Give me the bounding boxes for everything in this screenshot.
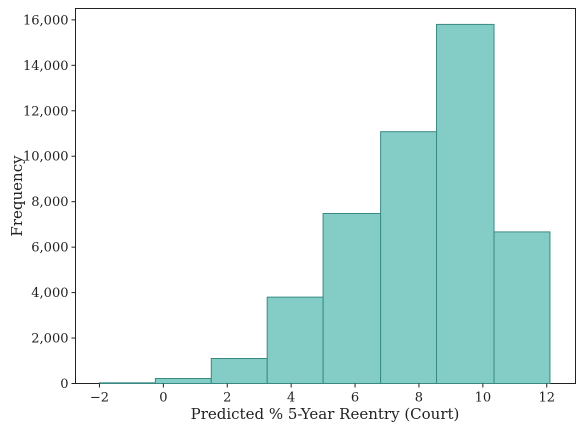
histogram-bar-5 bbox=[380, 131, 438, 384]
x-tick-label: 8 bbox=[415, 391, 423, 406]
y-tick-label: 0 bbox=[60, 377, 68, 392]
histogram-bar-3 bbox=[266, 296, 324, 384]
bars-group bbox=[98, 23, 551, 385]
y-tick-label: 12,000 bbox=[23, 104, 69, 119]
x-axis-label: Predicted % 5-Year Reentry (Court) bbox=[191, 405, 460, 423]
x-tick-label: 6 bbox=[351, 391, 359, 406]
x-tick-label: 12 bbox=[538, 391, 555, 406]
x-tick-label: 2 bbox=[223, 391, 231, 406]
x-tick-label: 4 bbox=[287, 391, 295, 406]
y-tick-label: 10,000 bbox=[23, 150, 69, 165]
x-axis: −2 0 2 4 6 8 10 12 bbox=[90, 383, 555, 406]
histogram-bar-1 bbox=[154, 378, 212, 384]
histogram-bar-6 bbox=[436, 23, 495, 385]
y-tick-label: 8,000 bbox=[31, 195, 68, 210]
y-axis: 0 2,000 4,000 6,000 8,000 10,000 12,000 14,000 1… bbox=[23, 13, 76, 392]
y-axis-label: Frequency bbox=[8, 155, 26, 237]
y-tick-label: 2,000 bbox=[31, 332, 68, 347]
y-tick-label: 16,000 bbox=[23, 13, 69, 28]
x-tick-label: 10 bbox=[475, 391, 492, 406]
y-tick-label: 6,000 bbox=[31, 241, 68, 256]
y-tick-label: 14,000 bbox=[23, 59, 69, 74]
histogram-bar-4 bbox=[322, 213, 382, 384]
x-tick-label: 0 bbox=[159, 391, 167, 406]
x-tick-label: −2 bbox=[90, 391, 109, 406]
histogram-bar-7 bbox=[493, 231, 551, 384]
histogram-bar-0 bbox=[98, 382, 156, 384]
y-tick-label: 4,000 bbox=[31, 286, 68, 301]
histogram-bar-2 bbox=[210, 358, 268, 384]
